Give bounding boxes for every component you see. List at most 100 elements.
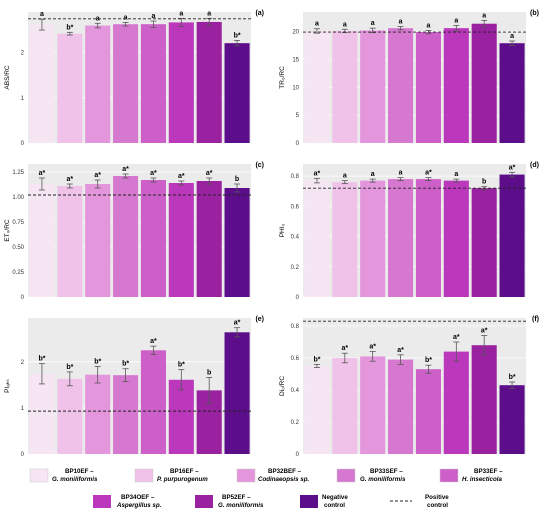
bar bbox=[57, 378, 83, 454]
bar bbox=[499, 43, 525, 143]
bar bbox=[388, 179, 414, 297]
y-tick-label: 1 bbox=[21, 406, 25, 412]
legend-swatch bbox=[134, 468, 154, 483]
y-tick-label: 0 bbox=[21, 452, 25, 458]
significance-label: a bbox=[454, 171, 458, 178]
bar bbox=[57, 186, 83, 297]
y-tick-label: 0.6 bbox=[291, 204, 300, 210]
y-tick-label: 2 bbox=[21, 360, 25, 366]
significance-label: a* bbox=[206, 170, 213, 177]
bar bbox=[57, 33, 83, 144]
legend-reference-label: Positive bbox=[425, 494, 449, 501]
bar bbox=[113, 176, 139, 297]
legend-code: Negative bbox=[322, 494, 348, 501]
bar bbox=[499, 174, 525, 297]
significance-label: a* bbox=[481, 328, 488, 335]
legend-item: BP33SEF – G. moniliformis bbox=[336, 468, 406, 483]
significance-label: a* bbox=[39, 170, 46, 177]
legend-reference-label: control bbox=[427, 502, 448, 509]
bar bbox=[332, 182, 358, 297]
bar bbox=[471, 345, 497, 454]
y-tick-label: 0.2 bbox=[291, 420, 300, 426]
bar bbox=[443, 180, 469, 297]
y-tick-label: 0 bbox=[21, 141, 25, 147]
significance-label: a bbox=[207, 10, 211, 17]
significance-label: b* bbox=[313, 356, 320, 363]
significance-label: a bbox=[40, 11, 44, 18]
significance-label: b* bbox=[178, 362, 185, 369]
bar bbox=[443, 28, 469, 144]
bar bbox=[304, 180, 330, 297]
significance-label: a bbox=[179, 10, 183, 17]
y-tick-label: 0.4 bbox=[291, 235, 300, 241]
legend-code: BP10EF – bbox=[65, 468, 94, 475]
significance-label: b* bbox=[66, 24, 73, 31]
legend-code: BP32BEF – bbox=[268, 468, 302, 475]
bar bbox=[85, 374, 111, 454]
bar bbox=[304, 30, 330, 143]
bar bbox=[471, 188, 497, 297]
significance-label: a bbox=[124, 14, 128, 21]
legend-swatch bbox=[300, 495, 318, 508]
significance-label: a* bbox=[67, 176, 74, 183]
y-axis-label: PHI₀ bbox=[279, 223, 286, 237]
bar bbox=[415, 32, 441, 143]
legend-swatch bbox=[439, 468, 459, 483]
legend-species: Codinaeopsis sp. bbox=[258, 476, 310, 483]
legend-swatch bbox=[195, 495, 213, 508]
significance-label: a* bbox=[425, 170, 432, 177]
y-tick-label: 0 bbox=[296, 452, 300, 458]
significance-label: a bbox=[96, 15, 100, 22]
y-axis-label: ABS/RC bbox=[4, 65, 11, 90]
legend-code: BP33SEF – bbox=[370, 468, 403, 475]
bar bbox=[332, 30, 358, 143]
legend-species: G. moniliformis bbox=[218, 502, 264, 509]
y-tick-label: 15 bbox=[292, 57, 299, 63]
y-tick-label: 20 bbox=[292, 30, 299, 36]
legend: BP10EF – G. moniliformis BP16EF – P. pur… bbox=[29, 468, 503, 509]
significance-label: a bbox=[454, 17, 458, 24]
significance-label: b* bbox=[94, 358, 101, 365]
bar bbox=[196, 181, 222, 297]
bar bbox=[168, 379, 194, 454]
y-tick-label: 0.25 bbox=[12, 270, 24, 276]
significance-label: a bbox=[343, 21, 347, 28]
chart-panel: 0 1 2 a b* a a a a a b* (a) ABS/RC bbox=[4, 10, 264, 147]
bar bbox=[140, 180, 166, 297]
bar bbox=[113, 24, 139, 144]
significance-label: a* bbox=[150, 170, 157, 177]
legend-code: BP34OEF – bbox=[121, 494, 155, 501]
significance-label: a bbox=[482, 12, 486, 19]
significance-label: a bbox=[343, 173, 347, 180]
bar bbox=[360, 180, 386, 297]
legend-species: H. insecticola bbox=[462, 476, 502, 483]
bar bbox=[443, 351, 469, 454]
y-tick-label: 0 bbox=[296, 295, 300, 301]
bar bbox=[140, 24, 166, 144]
bar bbox=[499, 385, 525, 454]
legend-item: BP16EF – P. purpurogenum bbox=[134, 468, 208, 483]
bar bbox=[415, 369, 441, 454]
y-tick-label: 0.4 bbox=[291, 388, 300, 394]
significance-label: b* bbox=[425, 357, 432, 364]
chart-panel: 0 0.2 0.4 0.6 0.8 a* a a a a* a b a* (d) PHI₀ bbox=[279, 162, 539, 301]
y-tick-label: 5 bbox=[296, 113, 300, 119]
y-tick-label: 2 bbox=[21, 51, 25, 57]
y-tick-label: 0.50 bbox=[12, 245, 24, 251]
bar bbox=[29, 184, 55, 297]
significance-label: a bbox=[371, 171, 375, 178]
bar bbox=[85, 184, 111, 297]
legend-code: BP52EF – bbox=[222, 494, 251, 501]
bar bbox=[332, 358, 358, 454]
chart-panel: 0 0.25 0.50 0.75 1.00 1.25 a* a* a* a* a* a* a* b (c) E… bbox=[4, 162, 264, 301]
y-tick-label: 0.8 bbox=[291, 324, 300, 330]
legend-code: BP33EF – bbox=[474, 468, 503, 475]
legend-item: BP10EF – G. moniliformis bbox=[29, 468, 98, 483]
legend-swatch bbox=[93, 495, 111, 508]
bar bbox=[388, 28, 414, 144]
significance-label: a* bbox=[453, 334, 460, 341]
y-tick-label: 0.6 bbox=[291, 356, 300, 362]
bar bbox=[388, 359, 414, 454]
legend-species: control bbox=[324, 502, 345, 509]
significance-label: b bbox=[482, 179, 486, 186]
